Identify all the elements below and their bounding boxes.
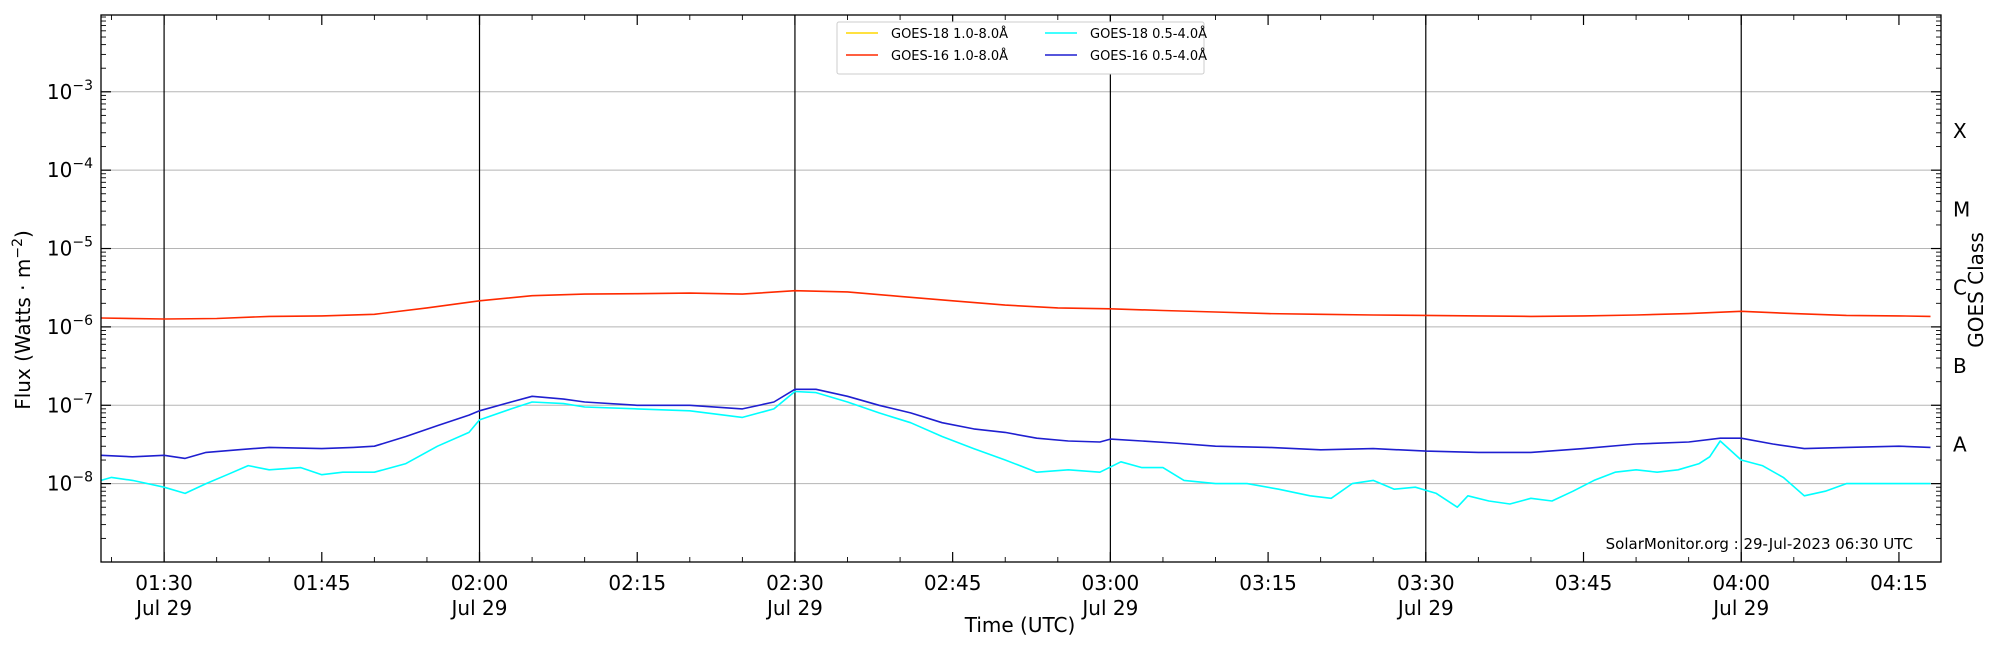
- series-line-4: [100, 388, 1931, 460]
- y-tick-label: 10−7: [47, 391, 93, 417]
- x-tick-label: 03:30: [1397, 571, 1455, 595]
- legend-label: GOES-18 1.0-8.0Å: [891, 26, 1008, 42]
- series-layer: [100, 289, 1931, 508]
- y-axis-title: Flux (Watts · m−2): [10, 230, 35, 410]
- legend-label: GOES-16 1.0-8.0Å: [891, 48, 1008, 64]
- goes-class-label: B: [1953, 354, 1967, 378]
- x-tick-label: 02:00: [451, 571, 509, 595]
- x-tick-date-label: Jul 29: [1711, 596, 1769, 620]
- goes-class-label: C: [1953, 276, 1967, 300]
- credit-text: SolarMonitor.org : 29-Jul-2023 06:30 UTC: [1606, 535, 1913, 553]
- y-tick-label: 10−5: [47, 235, 93, 261]
- legend-label: GOES-16 0.5-4.0Å: [1090, 48, 1207, 64]
- goes-class-label: A: [1953, 432, 1967, 456]
- y-tick-label: 10−3: [47, 78, 93, 104]
- goes-class-axis-title: GOES Class: [1964, 232, 1988, 348]
- y-tick-label: 10−4: [47, 156, 93, 182]
- x-tick-label: 01:45: [293, 571, 351, 595]
- x-tick-label: 03:15: [1239, 571, 1297, 595]
- x-tick-label: 04:15: [1870, 571, 1928, 595]
- goes-class-label: M: [1953, 197, 1970, 221]
- legend-label: GOES-18 0.5-4.0Å: [1090, 26, 1207, 42]
- y-tick-label: 10−8: [47, 470, 93, 496]
- x-tick-label: 04:00: [1712, 571, 1770, 595]
- x-tick-label: 03:45: [1555, 571, 1613, 595]
- x-tick-date-label: Jul 29: [134, 596, 192, 620]
- x-tick-label: 02:30: [766, 571, 824, 595]
- y-tick-label: 10−6: [47, 313, 93, 339]
- x-tick-date-label: Jul 29: [1396, 596, 1454, 620]
- series-line-3: [100, 390, 1931, 508]
- x-tick-label: 03:00: [1082, 571, 1140, 595]
- x-tick-date-label: Jul 29: [765, 596, 823, 620]
- x-axis-title: Time (UTC): [964, 613, 1076, 637]
- x-tick-label: 02:45: [924, 571, 982, 595]
- legend: GOES-18 1.0-8.0Å GOES-16 1.0-8.0Å GOES-18 …: [836, 21, 1207, 75]
- x-tick-label: 02:15: [608, 571, 666, 595]
- x-tick-date-label: Jul 29: [1080, 596, 1138, 620]
- x-tick-date-label: Jul 29: [450, 596, 508, 620]
- major-time-lines: [163, 15, 1742, 562]
- grid-layer: [101, 91, 1941, 485]
- x-tick-label: 01:30: [135, 571, 193, 595]
- legend-box: [836, 21, 1205, 75]
- plot-frame: [100, 14, 1942, 563]
- goes-class-label: X: [1953, 119, 1967, 143]
- goes-class-labels: X M C B A: [1953, 119, 1970, 456]
- series-line-2: [100, 289, 1931, 320]
